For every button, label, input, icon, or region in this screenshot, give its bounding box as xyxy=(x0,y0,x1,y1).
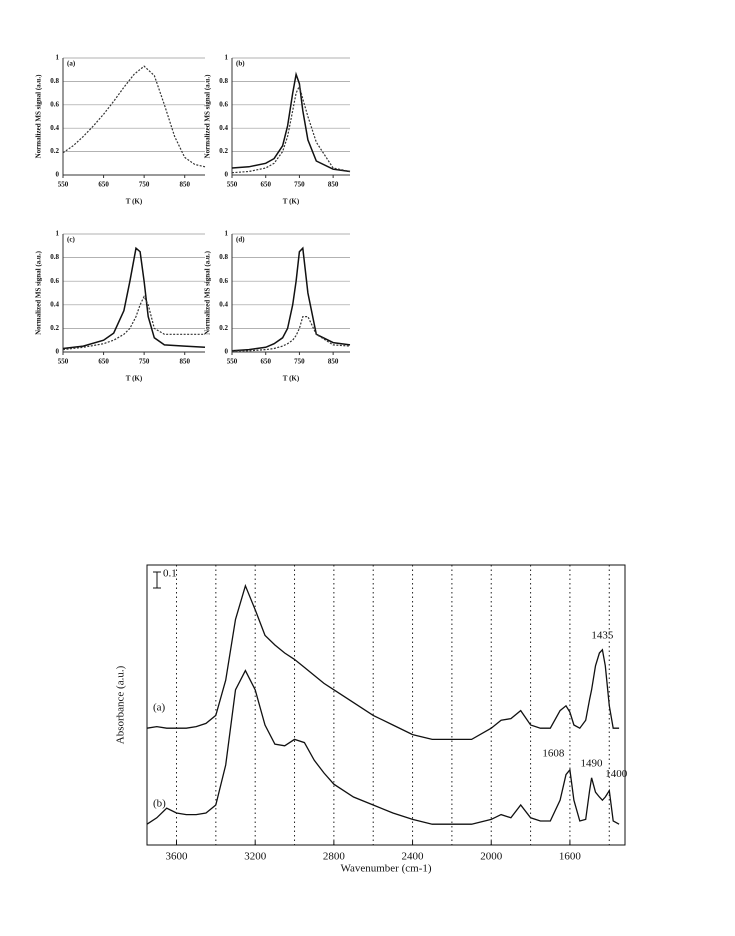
y-tick-label: 1 xyxy=(56,54,60,62)
y-axis-label: Absorbance (a.u.) xyxy=(115,665,127,744)
y-axis-label: Normalized MS signal (a.u.) xyxy=(204,250,212,334)
x-tick-label: 850 xyxy=(328,181,339,189)
data-line xyxy=(62,295,205,351)
x-axis-label: Wavenumber (cm-1) xyxy=(340,863,431,875)
x-tick-label: 550 xyxy=(227,358,238,366)
y-tick-label: 0.8 xyxy=(50,253,59,261)
x-tick-label: 650 xyxy=(260,358,271,366)
y-tick-label: 0.6 xyxy=(219,100,228,108)
y-tick-label: 1 xyxy=(56,230,60,238)
peak-label: 1400 xyxy=(605,768,628,780)
x-tick-label: 750 xyxy=(294,358,305,366)
panel-label: (a) xyxy=(67,60,76,68)
series-label: (a) xyxy=(153,702,166,714)
x-tick-label: 650 xyxy=(98,181,109,189)
y-tick-label: 0.4 xyxy=(219,124,228,132)
y-tick-label: 0.4 xyxy=(50,300,59,308)
data-line xyxy=(232,316,351,352)
x-axis-label: T (K) xyxy=(126,198,143,206)
y-axis-label: Normalized MS signal (a.u.) xyxy=(204,74,212,158)
y-tick-label: 0.2 xyxy=(50,324,59,332)
data-line xyxy=(146,669,620,825)
x-tick-label: 850 xyxy=(179,181,190,189)
peak-label: 1490 xyxy=(581,757,604,769)
data-line xyxy=(231,71,351,173)
panel-label: (c) xyxy=(67,236,75,244)
panel-label: (d) xyxy=(236,236,245,244)
plot-frame xyxy=(146,564,626,846)
y-tick-label: 1 xyxy=(225,54,229,62)
scale-bar xyxy=(153,571,161,589)
x-axis-label: T (K) xyxy=(283,375,300,383)
x-tick-label: 1600 xyxy=(559,851,582,863)
x-tick-label: 550 xyxy=(58,181,69,189)
x-tick-label: 750 xyxy=(139,358,150,366)
y-tick-label: 0.6 xyxy=(50,100,59,108)
y-tick-label: 0 xyxy=(225,348,229,356)
data-line xyxy=(231,246,351,352)
x-tick-label: 3600 xyxy=(166,851,189,863)
y-tick-label: 0.6 xyxy=(219,277,228,285)
y-tick-label: 0.4 xyxy=(50,124,59,132)
y-tick-label: 0.2 xyxy=(219,324,228,332)
data-line xyxy=(231,84,351,174)
y-tick-label: 0 xyxy=(225,171,229,179)
data-line xyxy=(62,246,206,350)
y-tick-label: 0.8 xyxy=(219,253,228,261)
panel-label: (b) xyxy=(236,60,245,68)
x-tick-label: 850 xyxy=(179,358,190,366)
x-tick-label: 850 xyxy=(328,358,339,366)
data-line xyxy=(62,65,206,168)
x-axis-label: T (K) xyxy=(126,375,143,383)
y-axis-label: Normalized MS signal (a.u.) xyxy=(35,250,43,334)
small-chart: 0 0.2 0.4 0.6 0.8 1 550 650 750 850 (d) T (K) Normal… xyxy=(204,230,351,383)
x-tick-label: 750 xyxy=(139,181,150,189)
spectrum-chart: 3600 3200 2800 2400 2000 1600 0.1 (a) 1435 (b) 160… xyxy=(115,564,628,875)
y-tick-label: 0.8 xyxy=(219,77,228,85)
peak-label: 1435 xyxy=(591,629,614,641)
small-chart: 0 0.2 0.4 0.6 0.8 1 550 650 750 850 (a) T (K) Normal… xyxy=(35,54,206,206)
x-tick-label: 2800 xyxy=(323,851,346,863)
x-tick-label: 650 xyxy=(98,358,109,366)
y-tick-label: 0.4 xyxy=(219,300,228,308)
y-tick-label: 0.2 xyxy=(219,147,228,155)
y-axis-label: Normalized MS signal (a.u.) xyxy=(35,74,43,158)
y-tick-label: 0 xyxy=(56,171,60,179)
scale-bar-label: 0.1 xyxy=(163,568,177,580)
y-tick-label: 0.6 xyxy=(50,277,59,285)
small-chart: 0 0.2 0.4 0.6 0.8 1 550 650 750 850 (b) T (K) Normal… xyxy=(204,54,351,206)
y-tick-label: 0.8 xyxy=(50,77,59,85)
x-tick-label: 550 xyxy=(227,181,238,189)
x-tick-label: 550 xyxy=(58,358,69,366)
y-tick-label: 0 xyxy=(56,348,60,356)
small-chart: 0 0.2 0.4 0.6 0.8 1 550 650 750 850 (c) T (K) Normal… xyxy=(35,230,206,383)
peak-label: 1608 xyxy=(542,747,565,759)
x-tick-label: 650 xyxy=(260,181,271,189)
y-tick-label: 1 xyxy=(225,230,229,238)
y-tick-label: 0.2 xyxy=(50,147,59,155)
series-label: (b) xyxy=(153,798,166,810)
x-tick-label: 3200 xyxy=(244,851,267,863)
x-axis-label: T (K) xyxy=(283,198,300,206)
data-line xyxy=(146,583,620,741)
x-tick-label: 2000 xyxy=(480,851,503,863)
x-tick-label: 750 xyxy=(294,181,305,189)
x-tick-label: 2400 xyxy=(402,851,425,863)
